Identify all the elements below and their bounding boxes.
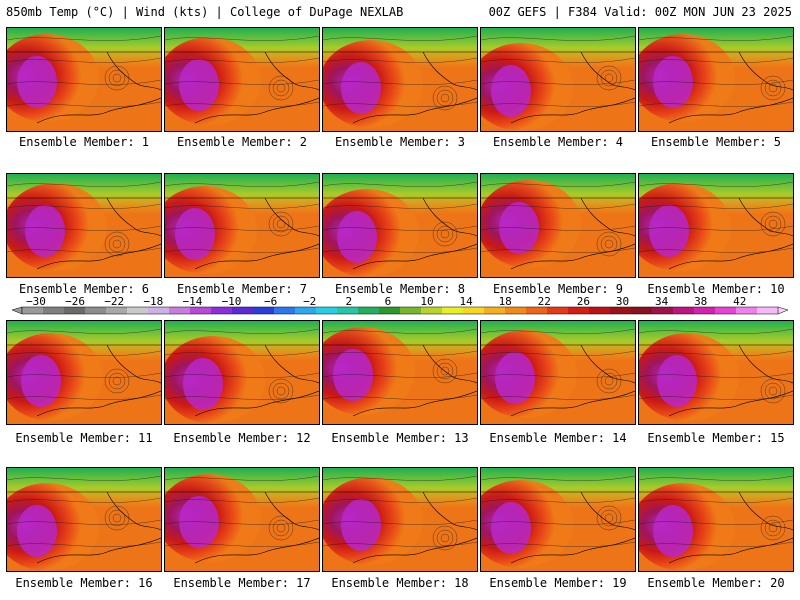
colorbar-swatch (337, 307, 359, 314)
ensemble-map-panel (322, 173, 478, 278)
colorbar-swatch (484, 307, 506, 314)
ensemble-map-panel (322, 320, 478, 425)
colorbar-swatch (253, 307, 275, 314)
member-label: Ensemble Member: 19 (489, 576, 627, 590)
ensemble-map-panel (480, 467, 636, 572)
colorbar-tick-label: −2 (303, 297, 316, 308)
member-label: Ensemble Member: 11 (15, 431, 153, 445)
colorbar-swatch (232, 307, 254, 314)
ensemble-map-panel (322, 467, 478, 572)
ensemble-map-panel (322, 27, 478, 132)
model-run-info: 00Z GEFS | F384 Valid: 00Z MON JUN 23 20… (488, 5, 792, 19)
colorbar-tick-label: 6 (385, 297, 392, 308)
colorbar-swatch (463, 307, 485, 314)
colorbar-swatch (631, 307, 653, 314)
colorbar-swatch (547, 307, 569, 314)
member-label: Ensemble Member: 15 (647, 431, 785, 445)
colorbar-swatch (400, 307, 422, 314)
colorbar-swatch (526, 307, 548, 314)
member-label: Ensemble Member: 18 (331, 576, 469, 590)
colorbar-tick-label: 2 (345, 297, 352, 308)
member-label: Ensemble Member: 8 (334, 282, 466, 296)
colorbar-tick-label: 26 (577, 297, 590, 308)
ensemble-map-panel (6, 173, 162, 278)
ensemble-map-panel (480, 173, 636, 278)
ensemble-map-panel (480, 320, 636, 425)
colorbar-tick-label: 22 (538, 297, 551, 308)
colorbar-tick-label: 10 (420, 297, 433, 308)
colorbar-swatch (673, 307, 695, 314)
colorbar-swatch (694, 307, 716, 314)
colorbar-tick-label: −6 (264, 297, 277, 308)
member-label: Ensemble Member: 2 (176, 135, 308, 149)
colorbar-swatch (148, 307, 170, 314)
colorbar-tick-label: −30 (26, 297, 46, 308)
colorbar-swatch (757, 307, 779, 314)
colorbar-swatch (316, 307, 338, 314)
colorbar-tick-label: −10 (222, 297, 242, 308)
colorbar-swatch (715, 307, 737, 314)
ensemble-map-panel (164, 320, 320, 425)
colorbar-swatch (85, 307, 107, 314)
colorbar-swatch (736, 307, 758, 314)
colorbar-swatches (11, 306, 789, 315)
member-label: Ensemble Member: 17 (173, 576, 311, 590)
ensemble-map-panel (638, 27, 794, 132)
colorbar-tick-label: 42 (733, 297, 746, 308)
member-label: Ensemble Member: 9 (492, 282, 624, 296)
colorbar-tick-label: 38 (694, 297, 707, 308)
colorbar-swatch (610, 307, 632, 314)
colorbar-swatch (505, 307, 527, 314)
ensemble-map-panel (164, 173, 320, 278)
colorbar-swatch (43, 307, 65, 314)
member-label: Ensemble Member: 14 (489, 431, 627, 445)
map-title: 850mb Temp (°C) | Wind (kts) | College o… (6, 5, 404, 19)
colorbar-tick-label: −26 (65, 297, 85, 308)
member-label: Ensemble Member: 6 (18, 282, 150, 296)
colorbar-swatch (211, 307, 233, 314)
temperature-colorbar: −30 −26 −22 −18 −14 −10 −6 −2 2 6 10 14 18 22 26 30 34 38… (11, 297, 789, 315)
member-label: Ensemble Member: 12 (173, 431, 311, 445)
ensemble-map-panel (164, 467, 320, 572)
ensemble-map-panel (6, 467, 162, 572)
ensemble-map-panel (638, 320, 794, 425)
ensemble-map-panel (6, 27, 162, 132)
ensemble-map-panel (164, 27, 320, 132)
member-label: Ensemble Member: 4 (492, 135, 624, 149)
colorbar-swatch (379, 307, 401, 314)
colorbar-tick-label: 34 (655, 297, 669, 308)
colorbar-swatch (169, 307, 191, 314)
colorbar-swatch (568, 307, 590, 314)
ensemble-map-panel (6, 320, 162, 425)
member-label: Ensemble Member: 1 (18, 135, 150, 149)
member-label: Ensemble Member: 20 (647, 576, 785, 590)
colorbar-swatch (64, 307, 86, 314)
colorbar-tick-label: 18 (499, 297, 512, 308)
colorbar-swatch (127, 307, 149, 314)
member-label: Ensemble Member: 16 (15, 576, 153, 590)
colorbar-swatch (442, 307, 464, 314)
member-label: Ensemble Member: 5 (650, 135, 782, 149)
member-label: Ensemble Member: 3 (334, 135, 466, 149)
ensemble-map-panel (638, 173, 794, 278)
colorbar-tick-label: 30 (616, 297, 629, 308)
colorbar-swatch (295, 307, 317, 314)
colorbar-swatch (106, 307, 128, 314)
colorbar-swatch (190, 307, 212, 314)
colorbar-swatch (274, 307, 296, 314)
colorbar-swatch (22, 307, 44, 314)
colorbar-swatch (358, 307, 380, 314)
colorbar-tick-label: −18 (143, 297, 163, 308)
colorbar-tick-label: 14 (459, 297, 473, 308)
colorbar-tick-label: −22 (104, 297, 124, 308)
ensemble-map-panel (638, 467, 794, 572)
member-label: Ensemble Member: 7 (176, 282, 308, 296)
member-label: Ensemble Member: 10 (647, 282, 785, 296)
colorbar-tick-label: −14 (182, 297, 202, 308)
ensemble-map-panel (480, 27, 636, 132)
colorbar-swatch (421, 307, 443, 314)
member-label: Ensemble Member: 13 (331, 431, 469, 445)
colorbar-swatch (589, 307, 611, 314)
colorbar-swatch (652, 307, 674, 314)
